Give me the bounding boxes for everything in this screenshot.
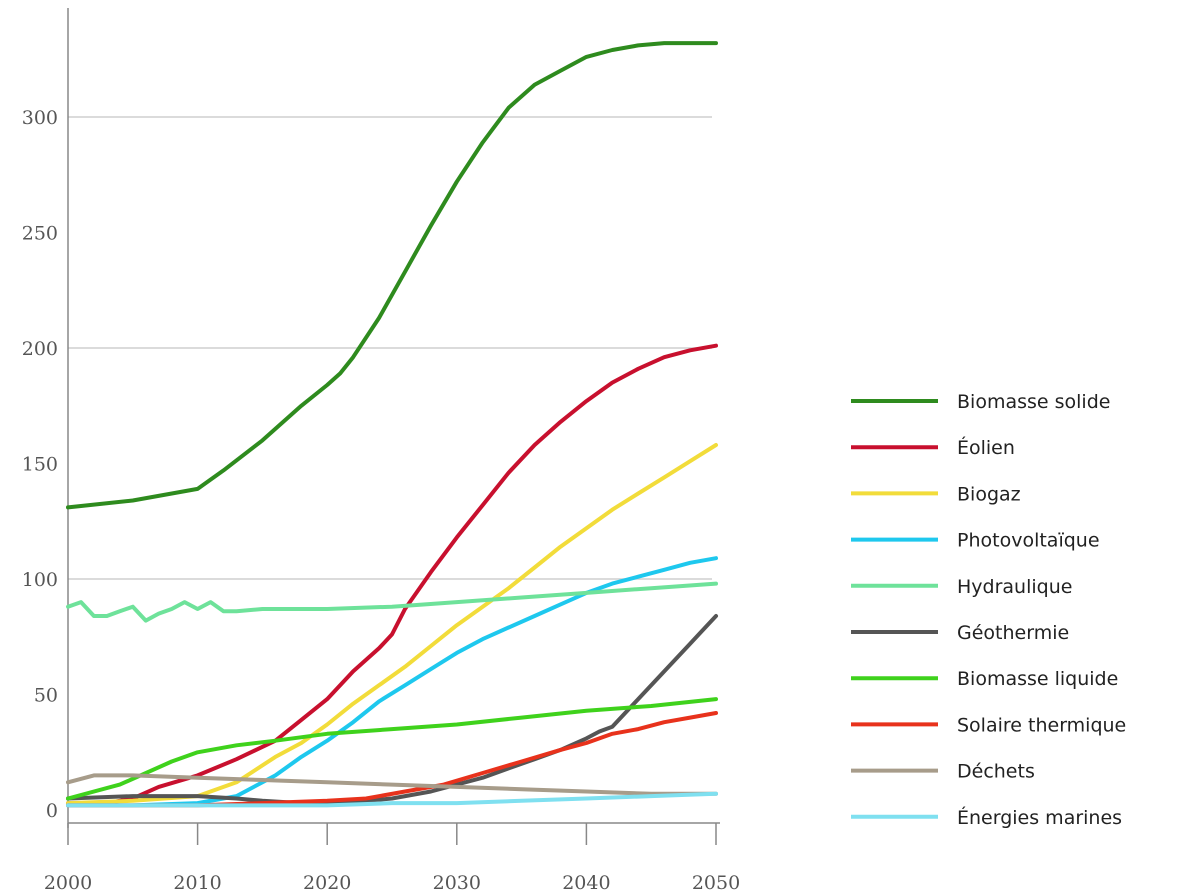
series-line-6 bbox=[66, 697, 718, 801]
series-line-3 bbox=[66, 556, 718, 808]
legend-label: Biomasse solide bbox=[957, 391, 1110, 413]
y-tick-label: 200 bbox=[22, 338, 58, 360]
series-line-8 bbox=[66, 773, 718, 796]
legend-label: Biomasse liquide bbox=[957, 668, 1118, 690]
legend-label: Énergies marines bbox=[957, 806, 1122, 829]
legend-label: Photovoltaïque bbox=[957, 530, 1100, 552]
tick-layer: 2000 2010 2020 2030 2040 2050 0 50 100 150 200 250 3… bbox=[22, 107, 740, 894]
legend-label: Éolien bbox=[957, 436, 1015, 459]
legend: Biomasse solide Éolien Biogaz Photovoltaïqu… bbox=[851, 391, 1126, 829]
series-line-9 bbox=[66, 791, 718, 808]
x-tick-label: 2030 bbox=[433, 872, 481, 894]
grid-layer bbox=[68, 116, 712, 580]
y-tick-label: 250 bbox=[22, 223, 58, 245]
x-tick-label: 2040 bbox=[562, 872, 610, 894]
x-tick-label: 2050 bbox=[692, 872, 740, 894]
y-tick-label: 50 bbox=[34, 685, 58, 707]
y-tick-label: 300 bbox=[22, 107, 58, 129]
legend-label: Solaire thermique bbox=[957, 714, 1126, 736]
x-tick-label: 2000 bbox=[44, 872, 92, 894]
series-line-2 bbox=[66, 443, 718, 806]
y-tick-label: 100 bbox=[22, 569, 58, 591]
legend-label: Géothermie bbox=[957, 622, 1069, 644]
series-layer bbox=[66, 41, 718, 808]
x-tick-label: 2010 bbox=[173, 872, 221, 894]
legend-label: Déchets bbox=[957, 761, 1035, 783]
axis-layer bbox=[67, 8, 720, 828]
y-tick-label: 150 bbox=[22, 454, 58, 476]
series-line-0 bbox=[66, 41, 718, 510]
legend-label: Biogaz bbox=[957, 483, 1021, 505]
series-line-4 bbox=[66, 581, 718, 623]
x-tick-label: 2020 bbox=[303, 872, 351, 894]
series-line-5 bbox=[66, 614, 718, 806]
y-tick-label: 0 bbox=[46, 800, 58, 822]
legend-label: Hydraulique bbox=[957, 576, 1072, 598]
series-line-1 bbox=[66, 343, 718, 806]
